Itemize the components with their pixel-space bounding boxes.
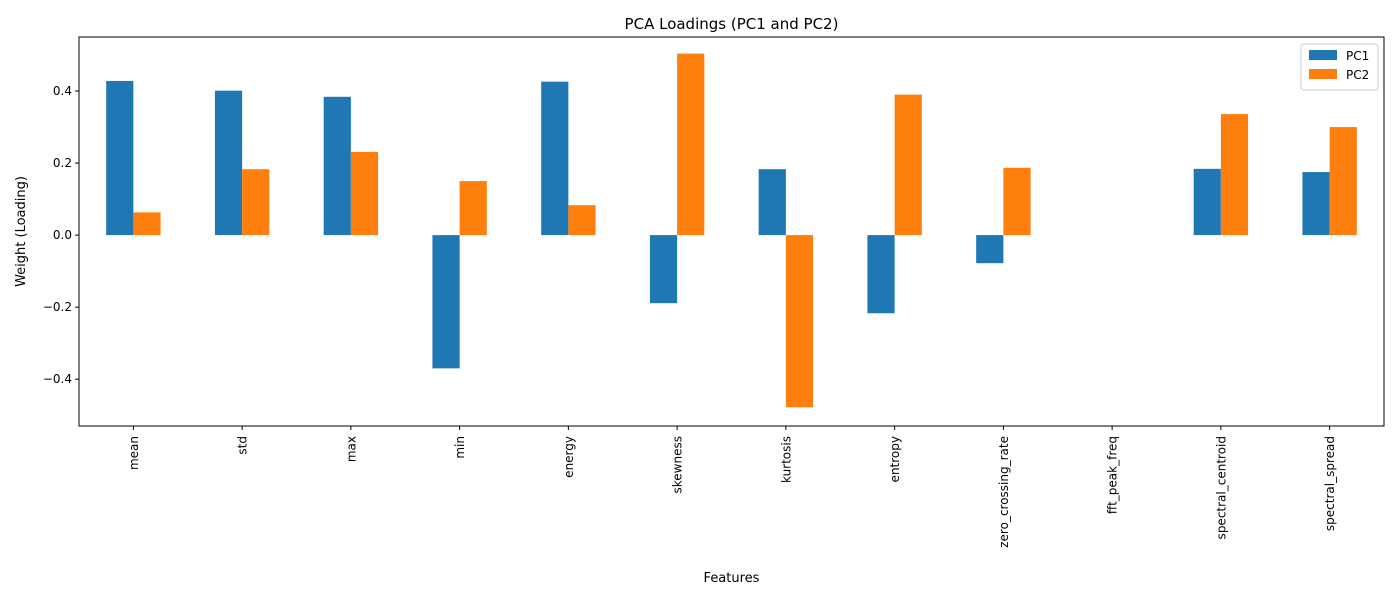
bar-pc2-min bbox=[459, 181, 487, 236]
y-tick-label: 0.4 bbox=[53, 84, 72, 98]
x-tick-label-entropy: entropy bbox=[888, 436, 902, 482]
bar-pc2-mean bbox=[133, 212, 161, 236]
bar-pc2-kurtosis bbox=[785, 235, 814, 408]
bar-pc2-energy bbox=[568, 205, 596, 236]
x-tick-label-spectral_centroid: spectral_centroid bbox=[1214, 436, 1228, 539]
y-tick-label: −0.2 bbox=[43, 300, 72, 314]
x-tick-label-std: std bbox=[236, 436, 250, 455]
bar-pc1-spectral_centroid bbox=[1193, 168, 1221, 236]
bar-pc1-energy bbox=[541, 81, 569, 236]
bar-pc2-zero_crossing_rate bbox=[1003, 167, 1031, 236]
bar-pc1-zero_crossing_rate bbox=[976, 235, 1004, 264]
legend-swatch-pc2 bbox=[1309, 69, 1337, 79]
bar-pc2-skewness bbox=[677, 53, 705, 236]
legend-label-pc2: PC2 bbox=[1346, 68, 1369, 82]
y-axis: −0.4 −0.2 0.0 0.2 0.4 bbox=[43, 84, 79, 386]
bar-pc1-skewness bbox=[649, 235, 678, 304]
bar-pc2-max bbox=[350, 151, 379, 236]
bar-pc2-entropy bbox=[894, 94, 922, 236]
bar-pc1-min bbox=[432, 235, 460, 369]
legend-swatch-pc1 bbox=[1309, 50, 1337, 60]
x-tick-label-skewness: skewness bbox=[671, 436, 685, 493]
bar-pc2-spectral_centroid bbox=[1220, 114, 1249, 236]
bar-pc1-kurtosis bbox=[758, 169, 786, 236]
x-tick-label-zero_crossing_rate: zero_crossing_rate bbox=[997, 436, 1011, 548]
bar-pc2-std bbox=[242, 169, 270, 236]
x-tick-label-energy: energy bbox=[562, 436, 576, 478]
x-tick-label-max: max bbox=[344, 436, 358, 462]
x-tick-label-fft_peak_freq: fft_peak_freq bbox=[1106, 436, 1120, 514]
bar-pc1-mean bbox=[106, 80, 134, 236]
x-axis-title: Features bbox=[704, 571, 760, 586]
bar-pc1-max bbox=[323, 96, 351, 236]
x-tick-label-kurtosis: kurtosis bbox=[779, 436, 793, 483]
bar-pc2-spectral_spread bbox=[1329, 127, 1357, 236]
bar-pc1-spectral_spread bbox=[1302, 172, 1330, 236]
plot-area bbox=[78, 36, 1385, 427]
y-axis-title: Weight (Loading) bbox=[14, 176, 29, 287]
x-tick-label-min: min bbox=[453, 436, 467, 459]
plot-frame bbox=[78, 36, 1385, 427]
bar-pc1-std bbox=[214, 90, 243, 236]
legend-label-pc1: PC1 bbox=[1346, 49, 1369, 63]
x-tick-label-mean: mean bbox=[127, 436, 141, 470]
bar-pc1-entropy bbox=[867, 235, 895, 314]
y-tick-label: −0.4 bbox=[43, 372, 72, 386]
x-tick-label-spectral_spread: spectral_spread bbox=[1323, 436, 1337, 531]
y-tick-label: 0.2 bbox=[53, 156, 72, 170]
x-axis: mean std max min energy skewness kurtosis entro… bbox=[127, 426, 1337, 548]
y-tick-label: 0.0 bbox=[53, 228, 72, 242]
chart-title: PCA Loadings (PC1 and PC2) bbox=[625, 15, 839, 33]
